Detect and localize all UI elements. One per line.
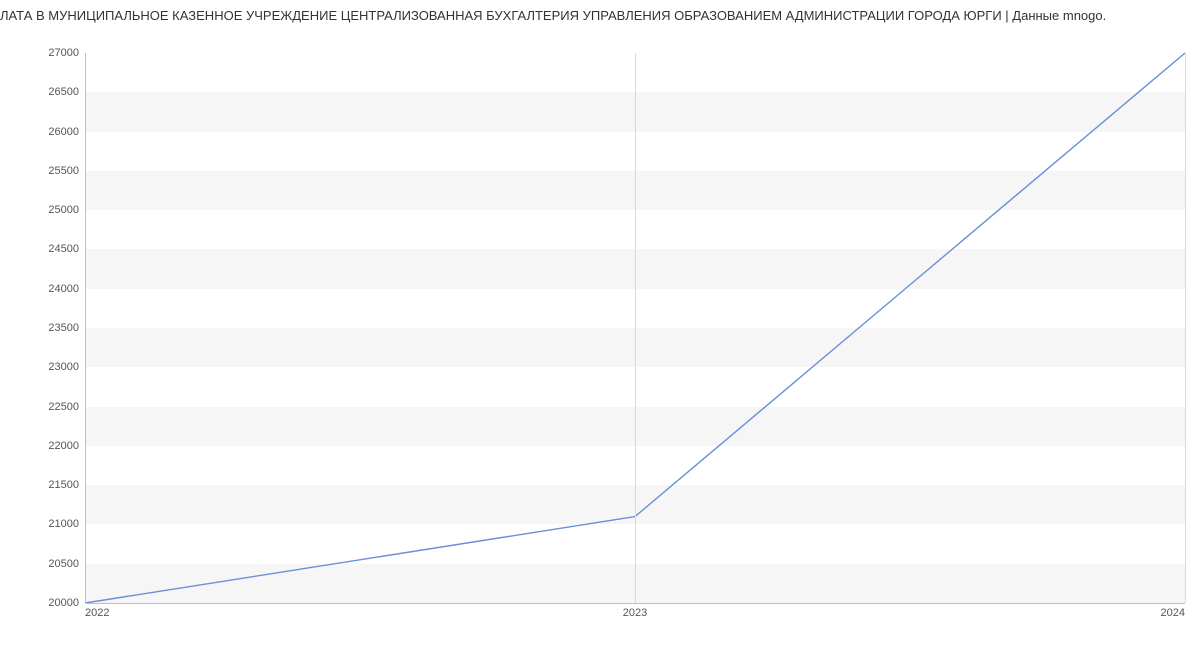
y-tick-label: 22000 <box>48 440 85 452</box>
plot-area: 2000020500210002150022000225002300023500… <box>85 53 1185 603</box>
y-tick-label: 21500 <box>48 479 85 491</box>
y-tick-label: 21000 <box>48 518 85 530</box>
y-tick-label: 23000 <box>48 361 85 373</box>
y-tick-label: 27000 <box>48 47 85 59</box>
y-tick-label: 20000 <box>48 597 85 609</box>
y-tick-label: 25500 <box>48 165 85 177</box>
y-tick-label: 25000 <box>48 204 85 216</box>
y-tick-label: 20500 <box>48 558 85 570</box>
chart-container: 20000 20500 21000 21500 22000 22500 23000 23500… <box>5 23 1195 633</box>
x-tick-label: 2024 <box>1161 603 1185 619</box>
y-tick-label: 22500 <box>48 401 85 413</box>
grid-line-vertical <box>635 53 636 603</box>
y-tick-label: 23500 <box>48 322 85 334</box>
y-tick-label: 26500 <box>48 86 85 98</box>
x-tick-label: 2023 <box>623 603 647 619</box>
x-tick-label: 2022 <box>85 603 109 619</box>
x-axis <box>85 603 1185 604</box>
y-axis <box>85 53 86 603</box>
y-tick-label: 24000 <box>48 283 85 295</box>
grid-line-vertical <box>1185 53 1186 603</box>
y-tick-label: 26000 <box>48 126 85 138</box>
y-tick-label: 24500 <box>48 243 85 255</box>
chart-title: ЛАТА В МУНИЦИПАЛЬНОЕ КАЗЕННОЕ УЧРЕЖДЕНИЕ… <box>0 0 1200 23</box>
